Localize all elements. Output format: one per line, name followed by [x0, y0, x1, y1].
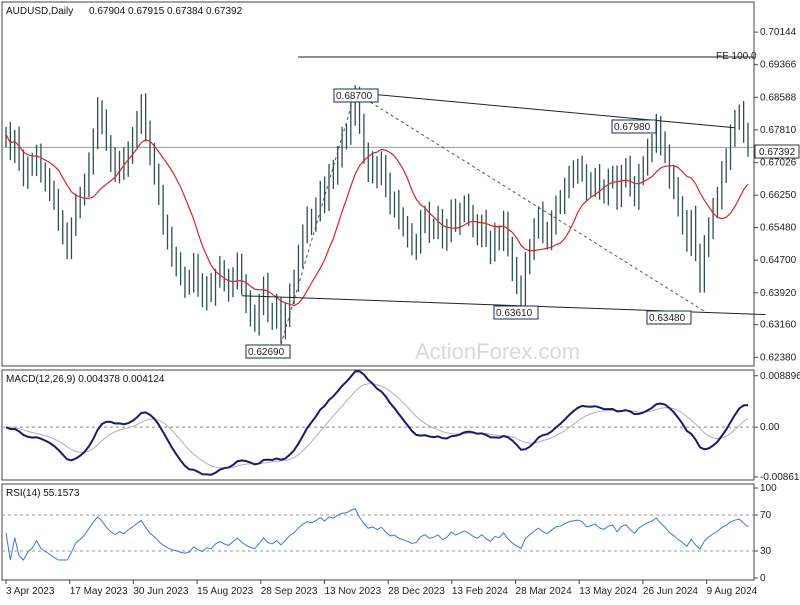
- current-price-label: 0.67392: [759, 147, 796, 158]
- annotation-box-mid-low: [493, 305, 539, 320]
- rsi-title: RSI(14) 55.1573: [6, 488, 80, 499]
- x-tick-label: 28 Mar 2024: [516, 586, 573, 597]
- x-tick-label: 13 Nov 2023: [324, 586, 381, 597]
- x-tick-label: 28 Dec 2023: [388, 586, 445, 597]
- dashed-fall-line: [354, 92, 705, 312]
- x-tick-label: 15 Aug 2023: [197, 586, 254, 597]
- x-tick-label: 13 Feb 2024: [452, 586, 509, 597]
- x-tick-label: 9 Aug 2024: [707, 586, 758, 597]
- price-y-tick-label: 0.66250: [760, 190, 797, 201]
- annotation-right-high: 0.67980: [614, 122, 651, 133]
- price-y-tick-label: 0.70144: [760, 27, 797, 38]
- annotation-box-low: [245, 344, 291, 359]
- rsi-panel: [1, 483, 755, 581]
- macd-y-tick-label: 0.008896: [760, 371, 800, 382]
- price-y-tick-label: 0.68588: [760, 92, 797, 103]
- dashed-rise-line: [280, 92, 356, 345]
- price-low: 0.67384: [167, 6, 204, 17]
- rsi-y-tick-label: 70: [760, 510, 772, 521]
- x-tick-label: 28 Sep 2023: [261, 586, 318, 597]
- annotation-high: 0.68700: [336, 91, 373, 102]
- rsi-y-tick-label: 100: [760, 483, 777, 494]
- x-tick-label: 30 Jun 2023: [133, 586, 188, 597]
- rsi-y-tick-label: 0: [760, 573, 766, 584]
- price-y-tick-label: 0.64700: [760, 255, 797, 266]
- price-y-tick-label: 0.65480: [760, 222, 797, 233]
- x-tick-label: 3 Apr 2023: [6, 586, 55, 597]
- annotation-right-low: 0.63480: [649, 313, 686, 324]
- x-tick-label: 13 May 2024: [579, 586, 637, 597]
- price-open: 0.67904: [89, 6, 126, 17]
- price-y-tick-label: 0.62380: [760, 352, 797, 363]
- fe-label: FE 100.0: [716, 51, 757, 62]
- price-close: 0.67392: [206, 6, 243, 17]
- price-high: 0.67915: [128, 6, 165, 17]
- rsi-line: [5, 508, 749, 561]
- price-y-tick-label: 0.67810: [760, 125, 797, 136]
- macd-panel: [1, 369, 755, 481]
- watermark: ActionForex.com: [415, 339, 580, 364]
- macd-y-tick-label: 0.00: [760, 422, 780, 433]
- price-y-tick-label: 0.63160: [760, 320, 797, 331]
- rsi-y-tick-label: 30: [760, 546, 772, 557]
- macd-line: [5, 370, 749, 476]
- price-y-tick-label: 0.69366: [760, 60, 797, 71]
- current-price-tag: [754, 144, 800, 159]
- macd-title: MACD(12,26,9) 0.004378 0.004124: [6, 374, 165, 385]
- macd-y-tick-label: -0.008612: [760, 472, 800, 483]
- x-tick-label: 17 May 2023: [70, 586, 128, 597]
- annotation-box-right-high: [611, 119, 657, 134]
- annotation-low: 0.62690: [248, 347, 285, 358]
- sma-line: [5, 134, 749, 307]
- price-panel: [1, 1, 755, 367]
- price-title: AUDUSD,Daily: [6, 6, 73, 17]
- annotation-box-high: [333, 88, 379, 103]
- x-tick-label: 26 Jun 2024: [643, 586, 698, 597]
- annotation-mid-low: 0.63610: [496, 308, 533, 319]
- price-y-tick-label: 0.63920: [760, 288, 797, 299]
- annotation-box-right-low: [646, 310, 692, 325]
- upper-trend-line: [355, 92, 735, 129]
- price-y-tick-label: 0.67026: [760, 158, 797, 169]
